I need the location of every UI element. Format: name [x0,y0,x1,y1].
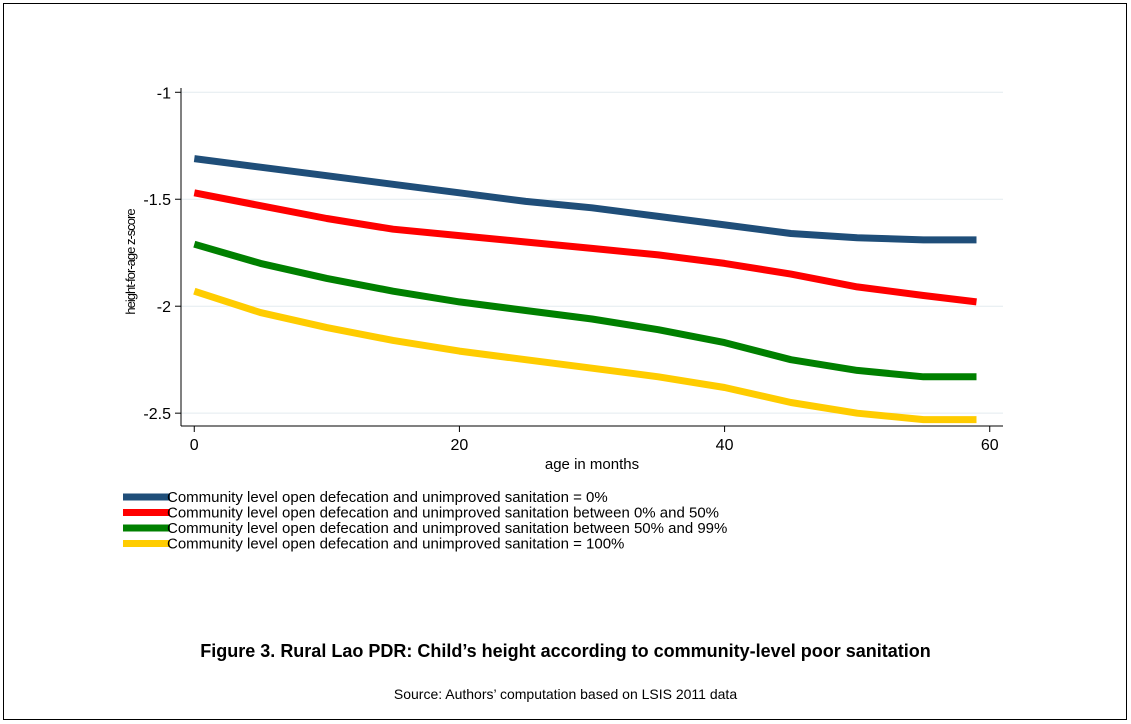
series-line-3 [193,240,977,381]
x-tick-label: 0 [190,437,199,454]
series-lines [193,155,977,424]
y-tick-label: -2.5 [143,406,171,423]
y-tick-label: -1 [157,85,171,102]
legend: Community level open defecation and unim… [123,489,727,553]
x-tick-label: 20 [451,437,469,454]
series-line-1 [193,155,977,244]
legend-label-3: Community level open defecation and unim… [167,520,727,537]
legend-label-1: Community level open defecation and unim… [167,489,608,506]
y-tick-label: -1.5 [143,192,171,209]
axes [175,88,1003,432]
y-axis-label: height-for-age z-score [123,209,138,315]
x-tick-label: 40 [716,437,734,454]
series-line-2 [193,189,977,306]
x-tick-label: 60 [981,437,999,454]
x-axis-label: age in months [545,456,639,473]
tick-labels: -1 -1.5 -2 -2.5 0 20 40 60 [143,85,998,454]
legend-label-4: Community level open defecation and unim… [167,536,624,553]
series-line-4 [193,287,977,424]
line-chart: -1 -1.5 -2 -2.5 0 20 40 60 age in months height… [123,85,1003,553]
figure-source: Source: Authors’ computation based on LS… [393,686,738,702]
y-tick-label: -2 [157,299,171,316]
figure-frame [3,3,1127,720]
legend-label-2: Community level open defecation and unim… [167,505,719,522]
figure-title: Figure 3. Rural Lao PDR: Child’s height … [200,641,931,661]
